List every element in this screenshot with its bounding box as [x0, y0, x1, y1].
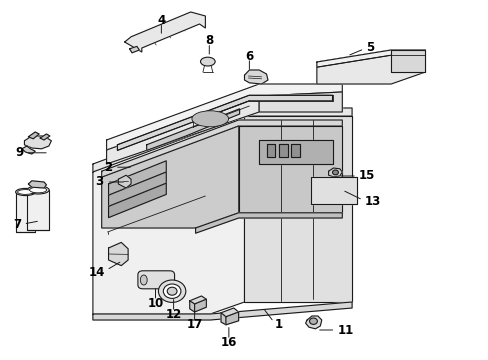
Text: 12: 12	[165, 308, 182, 321]
Polygon shape	[225, 312, 238, 325]
Polygon shape	[93, 108, 351, 172]
Ellipse shape	[30, 187, 47, 193]
Polygon shape	[195, 213, 342, 233]
Text: 15: 15	[358, 170, 374, 183]
Circle shape	[332, 170, 338, 175]
Polygon shape	[27, 190, 49, 230]
Polygon shape	[118, 175, 131, 188]
Polygon shape	[305, 316, 321, 329]
Polygon shape	[117, 95, 332, 150]
Polygon shape	[290, 144, 299, 157]
Polygon shape	[24, 136, 51, 149]
Circle shape	[309, 318, 317, 324]
Text: 17: 17	[186, 318, 203, 331]
Ellipse shape	[140, 275, 147, 285]
Polygon shape	[28, 181, 46, 188]
Ellipse shape	[200, 57, 215, 66]
Text: 7: 7	[13, 217, 21, 230]
Ellipse shape	[18, 190, 33, 194]
Text: 5: 5	[365, 41, 373, 54]
Polygon shape	[102, 120, 342, 177]
Polygon shape	[221, 313, 225, 325]
Polygon shape	[316, 50, 425, 67]
Text: 10: 10	[147, 297, 163, 310]
Polygon shape	[221, 308, 238, 317]
Text: 9: 9	[15, 146, 23, 159]
Ellipse shape	[16, 188, 35, 195]
Polygon shape	[93, 116, 244, 314]
Polygon shape	[189, 296, 206, 304]
Circle shape	[167, 287, 177, 295]
Text: 16: 16	[220, 336, 237, 349]
Polygon shape	[189, 301, 194, 312]
Polygon shape	[102, 126, 238, 228]
Polygon shape	[93, 302, 351, 320]
Polygon shape	[124, 12, 205, 52]
Polygon shape	[244, 70, 267, 84]
Text: 3: 3	[95, 175, 103, 189]
Circle shape	[163, 284, 181, 298]
Polygon shape	[328, 168, 342, 177]
Polygon shape	[146, 109, 239, 150]
Circle shape	[158, 280, 185, 302]
Polygon shape	[16, 192, 35, 232]
Ellipse shape	[27, 186, 49, 194]
Polygon shape	[129, 46, 139, 53]
Polygon shape	[316, 50, 425, 84]
Polygon shape	[259, 92, 342, 112]
Ellipse shape	[191, 111, 228, 127]
Text: 11: 11	[337, 324, 353, 337]
Polygon shape	[244, 116, 351, 302]
Text: 2: 2	[104, 161, 112, 174]
Polygon shape	[108, 161, 166, 195]
Text: 4: 4	[157, 13, 165, 27]
Polygon shape	[194, 299, 206, 312]
Polygon shape	[108, 183, 166, 217]
Polygon shape	[108, 242, 128, 266]
FancyBboxPatch shape	[138, 271, 174, 289]
Polygon shape	[106, 84, 342, 150]
Text: 8: 8	[205, 34, 213, 47]
Polygon shape	[22, 146, 35, 154]
Polygon shape	[108, 172, 166, 206]
Text: 13: 13	[364, 195, 380, 208]
Text: 14: 14	[88, 266, 104, 279]
Polygon shape	[310, 177, 356, 204]
Polygon shape	[28, 132, 39, 139]
Polygon shape	[266, 144, 275, 157]
Text: 6: 6	[245, 49, 253, 63]
Polygon shape	[106, 96, 259, 164]
Polygon shape	[278, 144, 287, 157]
Polygon shape	[40, 134, 50, 140]
Polygon shape	[238, 126, 342, 213]
Polygon shape	[259, 140, 332, 164]
Text: 1: 1	[274, 318, 283, 331]
Polygon shape	[390, 50, 425, 72]
